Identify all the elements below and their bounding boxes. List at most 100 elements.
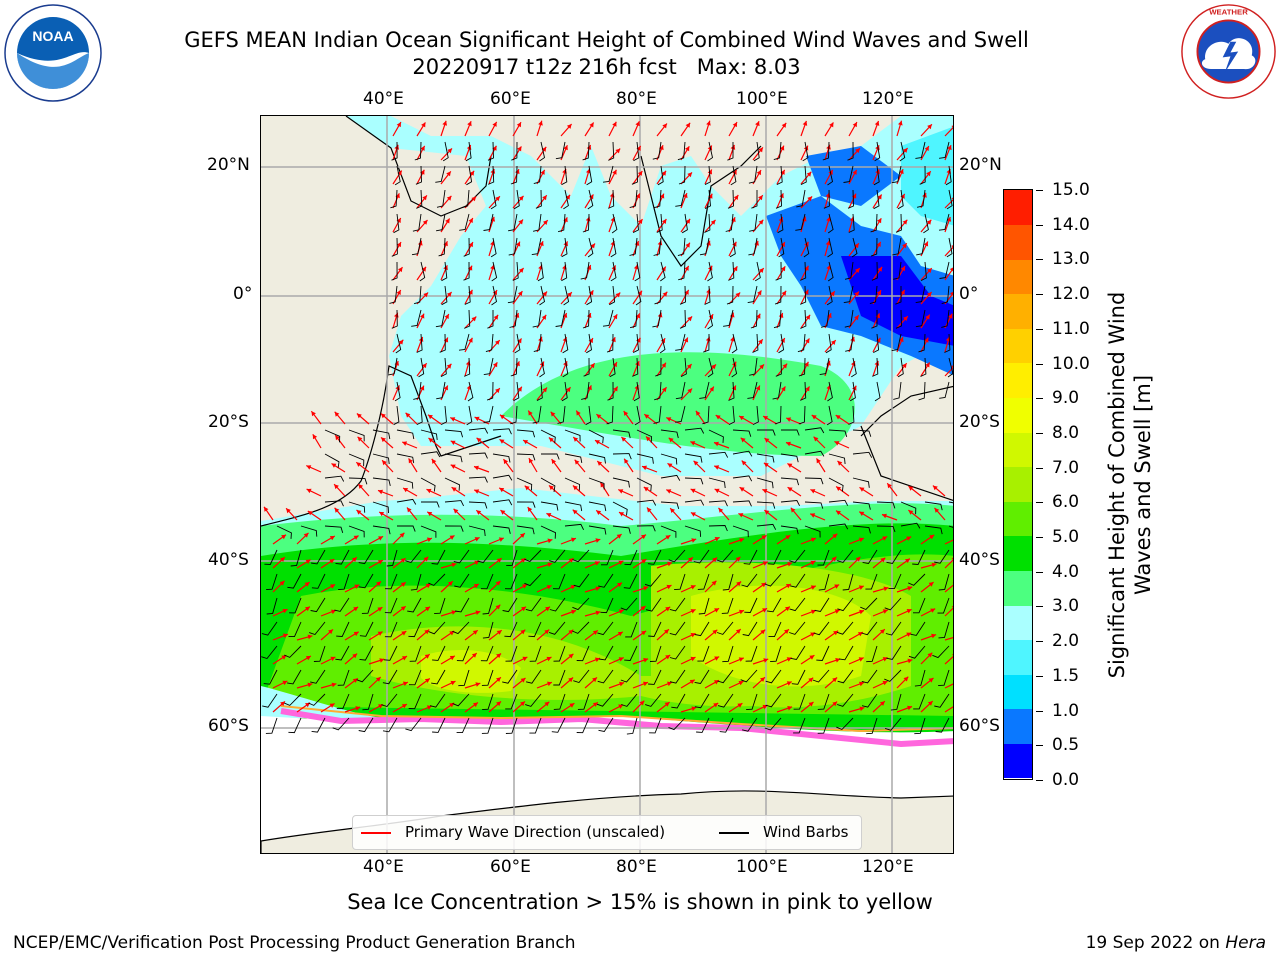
wave-arrow-head <box>811 537 816 542</box>
wave-arrow-head <box>688 557 693 562</box>
wind-barb <box>524 573 542 587</box>
wind-barb <box>588 429 604 444</box>
wave-arrow-head <box>781 386 786 392</box>
wind-barb <box>491 261 498 282</box>
wind-barb <box>311 549 326 565</box>
wind-barb <box>467 381 474 402</box>
wave-arrow-head <box>450 680 456 686</box>
wind-barb <box>828 499 849 506</box>
wave-arrow-head <box>784 629 789 634</box>
lon-label-bottom: 60°E <box>490 857 531 877</box>
wind-barb <box>819 357 830 376</box>
map-panel <box>260 115 954 854</box>
wind-barb <box>837 597 854 612</box>
wave-arrow-head <box>419 385 425 391</box>
wind-barb <box>276 525 292 539</box>
wave-arrow-head <box>546 585 552 590</box>
wind-barb <box>913 597 926 614</box>
wind-barb <box>693 549 710 564</box>
wind-barb <box>938 669 950 687</box>
wind-barb <box>744 597 758 613</box>
colorbar-tick-label: 11.0 <box>1052 318 1090 339</box>
wave-arrow-head <box>519 533 525 538</box>
wave-arrow-head <box>903 676 909 682</box>
wind-barb <box>335 645 350 661</box>
wind-barb <box>707 357 714 378</box>
wind-barb <box>483 213 494 231</box>
wind-barb <box>873 165 880 186</box>
wave-arrow-head <box>952 654 953 656</box>
wind-barb <box>532 213 542 232</box>
wave-arrow-head <box>597 461 603 466</box>
wave-arrow-head <box>520 678 526 683</box>
wind-barb <box>420 501 440 508</box>
wind-barb <box>428 573 446 586</box>
wind-barb <box>836 693 854 707</box>
wave-arrow-head <box>422 220 428 225</box>
wave-arrow-head <box>830 291 835 297</box>
wind-barb <box>597 621 614 636</box>
wave-arrow-head <box>902 363 907 369</box>
wave-arrow-head <box>380 413 386 419</box>
colorbar-tick-label: 10.0 <box>1052 353 1090 374</box>
wind-barb <box>747 285 758 304</box>
wave-arrow-head <box>687 388 693 394</box>
wind-barb <box>513 381 520 402</box>
wind-barb <box>436 189 446 208</box>
wave-arrow-head <box>928 678 934 683</box>
wind-barb <box>764 573 782 587</box>
coastline-india <box>640 145 762 267</box>
wind-barb <box>468 452 488 459</box>
wave-arrow-head <box>756 313 761 319</box>
wave-arrow <box>944 539 953 545</box>
wave-arrow-head <box>763 416 769 421</box>
wind-barb <box>487 310 494 329</box>
wave-arrow-head <box>635 313 640 319</box>
wave-arrow-head <box>612 314 618 320</box>
wind-barb <box>411 309 422 327</box>
wave-arrow-head <box>542 195 547 201</box>
wind-barb <box>372 477 391 487</box>
wave-arrow-head <box>780 169 785 175</box>
wave-arrow-head <box>695 410 701 416</box>
wave-arrow-head <box>474 416 480 422</box>
lat-label-right: 0° <box>959 284 979 304</box>
wave-arrow-head <box>568 629 574 635</box>
wind-barb <box>817 549 830 566</box>
wind-barb <box>873 333 880 354</box>
wind-barb <box>826 285 833 306</box>
wave-arrow-head <box>834 584 840 589</box>
wave-arrow-head <box>600 482 605 488</box>
wave-arrow-head <box>398 267 403 273</box>
wave-arrow-head <box>836 486 842 491</box>
wave-arrow-head <box>443 337 449 343</box>
wave-arrow-head <box>612 169 617 175</box>
wave-arrow-head <box>407 507 412 513</box>
wind-barb <box>684 525 702 537</box>
wind-barb <box>844 261 854 280</box>
wave-arrow-head <box>855 268 860 273</box>
wave-arrow-head <box>403 488 409 493</box>
wave-arrow-head <box>570 585 576 590</box>
wave-arrow-head <box>280 701 285 707</box>
wind-barb <box>775 357 782 377</box>
wind-barb <box>947 357 953 378</box>
wave-arrow-head <box>739 609 744 615</box>
wave-arrow-head <box>764 510 770 515</box>
wave-arrow-head <box>547 562 553 567</box>
wave-arrow-head <box>423 556 429 562</box>
wind-barb <box>900 501 917 515</box>
wave-arrow-head <box>548 437 554 443</box>
wind-barb <box>510 357 518 377</box>
wind-barb <box>645 693 662 707</box>
wave-arrow-head <box>908 510 914 515</box>
wind-barb <box>804 477 824 485</box>
wave-arrow-head <box>664 702 670 707</box>
wave-arrow-head <box>664 629 669 634</box>
wind-barb <box>946 237 953 258</box>
wave-arrow-head <box>612 121 617 127</box>
wind-barb <box>837 669 854 684</box>
wave-arrow-head <box>471 196 477 202</box>
legend-wave-label: Primary Wave Direction (unscaled) <box>405 823 666 841</box>
wave-arrow-head <box>468 337 473 343</box>
